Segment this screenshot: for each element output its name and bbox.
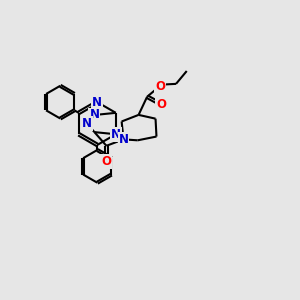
Text: N: N — [111, 128, 121, 141]
Text: N: N — [92, 96, 102, 109]
Text: O: O — [155, 80, 165, 92]
Text: N: N — [82, 117, 92, 130]
Text: N: N — [89, 109, 99, 122]
Text: N: N — [118, 133, 128, 146]
Text: O: O — [156, 98, 166, 111]
Text: O: O — [101, 155, 111, 168]
